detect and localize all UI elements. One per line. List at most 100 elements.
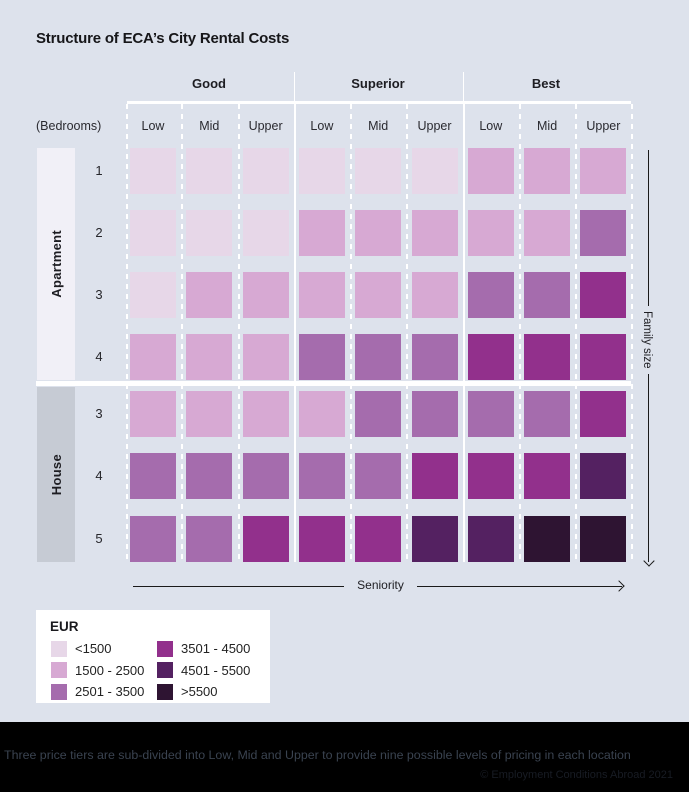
col-subheader: Upper: [248, 119, 283, 133]
col-group-header: Best: [531, 76, 561, 91]
heatmap-cell: [298, 272, 345, 318]
heatmap-cell: [355, 272, 402, 318]
heatmap-cell: [186, 516, 233, 562]
heatmap-cell: [524, 210, 571, 256]
column-divider-dashed: [630, 104, 633, 562]
legend-swatch: [157, 662, 173, 678]
heatmap-cell: [298, 516, 345, 562]
heatmap-cell: [467, 391, 514, 437]
legend-entry: >5500: [157, 683, 218, 700]
legend-entry: 4501 - 5500: [157, 662, 250, 679]
col-subheader: Upper: [586, 119, 621, 133]
heatmap-cell: [298, 453, 345, 499]
heatmap-cell: [130, 148, 176, 194]
column-divider-dashed: [519, 104, 521, 562]
heatmap-cell: [580, 148, 627, 194]
heatmap-cell: [242, 272, 289, 318]
footer-note: Three price tiers are sub-divided into L…: [4, 748, 631, 762]
legend-label: >5500: [181, 684, 218, 699]
seniority-axis-line: [133, 586, 344, 588]
col-subheader: Low: [479, 119, 503, 133]
col-subheader: Low: [141, 119, 165, 133]
heatmap-cell: [467, 453, 514, 499]
family-size-axis-line: [648, 374, 650, 562]
heatmap-cell: [355, 148, 402, 194]
group-header-divider: [293, 72, 295, 101]
heatmap-cell: [580, 334, 627, 380]
legend-swatch: [51, 662, 67, 678]
column-divider-dashed: [350, 104, 352, 562]
heatmap-cell: [524, 272, 571, 318]
heatmap-cell: [580, 516, 627, 562]
col-subheader: Low: [310, 119, 334, 133]
heatmap-cell: [580, 391, 627, 437]
row-label-bedrooms: 4: [95, 468, 103, 483]
copyright-text: © Employment Conditions Abroad 2021: [480, 769, 673, 781]
page-title: Structure of ECA’s City Rental Costs: [36, 30, 290, 47]
heatmap-cell: [411, 453, 458, 499]
heatmap-cell: [524, 148, 571, 194]
section-strip-house: House: [37, 387, 75, 562]
heatmap-cell: [355, 334, 402, 380]
legend-title: EUR: [50, 619, 79, 634]
heatmap-cell: [411, 516, 458, 562]
row-label-bedrooms: 3: [95, 287, 103, 302]
row-label-bedrooms: 4: [95, 349, 103, 364]
heatmap-cell: [580, 210, 627, 256]
legend-label: <1500: [75, 641, 112, 656]
legend-swatch: [51, 640, 67, 657]
heatmap-cell: [130, 391, 176, 437]
heatmap-cell: [411, 272, 458, 318]
seniority-axis-line: [417, 586, 622, 588]
heatmap-cell: [411, 334, 458, 380]
heatmap-cell: [186, 391, 233, 437]
heatmap-cell: [130, 334, 176, 380]
footer-bar: Three price tiers are sub-divided into L…: [0, 722, 689, 792]
bedrooms-axis-label: (Bedrooms): [36, 119, 102, 133]
group-divider: [293, 104, 296, 562]
row-label-bedrooms: 3: [95, 406, 103, 421]
col-subheader: Upper: [417, 119, 452, 133]
row-label-bedrooms: 2: [95, 225, 103, 240]
legend-swatch: [51, 683, 67, 700]
heatmap-cell: [580, 453, 627, 499]
heatmap-cell: [298, 334, 345, 380]
group-header-divider: [462, 72, 464, 101]
column-divider-dashed: [575, 104, 578, 562]
heatmap-cell: [467, 272, 514, 318]
right-arrow-icon: [613, 580, 625, 593]
family-size-axis-line: [648, 150, 650, 306]
legend-swatch: [157, 640, 173, 657]
heatmap-cell: [355, 210, 402, 256]
heatmap-cell: [130, 272, 176, 318]
heatmap-cell: [467, 148, 514, 194]
heatmap-cell: [130, 210, 176, 256]
heatmap-cell: [242, 148, 289, 194]
heatmap-cell: [467, 334, 514, 380]
family-size-axis-label: Family size: [641, 311, 653, 369]
col-group-header: Good: [192, 76, 226, 91]
column-divider-dashed: [237, 104, 240, 562]
heatmap-cell: [186, 210, 233, 256]
group-divider: [462, 104, 465, 562]
legend-label: 2501 - 3500: [75, 684, 145, 699]
heatmap-cell: [186, 334, 233, 380]
row-label-bedrooms: 1: [95, 163, 103, 178]
header-underline: [127, 101, 631, 104]
legend-entry: <1500: [51, 640, 112, 657]
heatmap-cell: [411, 148, 458, 194]
heatmap-cell: [130, 516, 176, 562]
column-divider-dashed: [126, 104, 128, 562]
row-label-bedrooms: 5: [95, 531, 103, 546]
section-strip-apartment: Apartment: [37, 148, 75, 380]
heatmap-cell: [355, 453, 402, 499]
heatmap-cell: [467, 210, 514, 256]
heatmap-cell: [242, 210, 289, 256]
seniority-axis-label: Seniority: [357, 578, 404, 592]
heatmap-cell: [298, 148, 345, 194]
heatmap-cell: [186, 272, 233, 318]
down-arrow-icon: [642, 555, 655, 567]
heatmap-cell: [411, 210, 458, 256]
heatmap-cell: [242, 516, 289, 562]
